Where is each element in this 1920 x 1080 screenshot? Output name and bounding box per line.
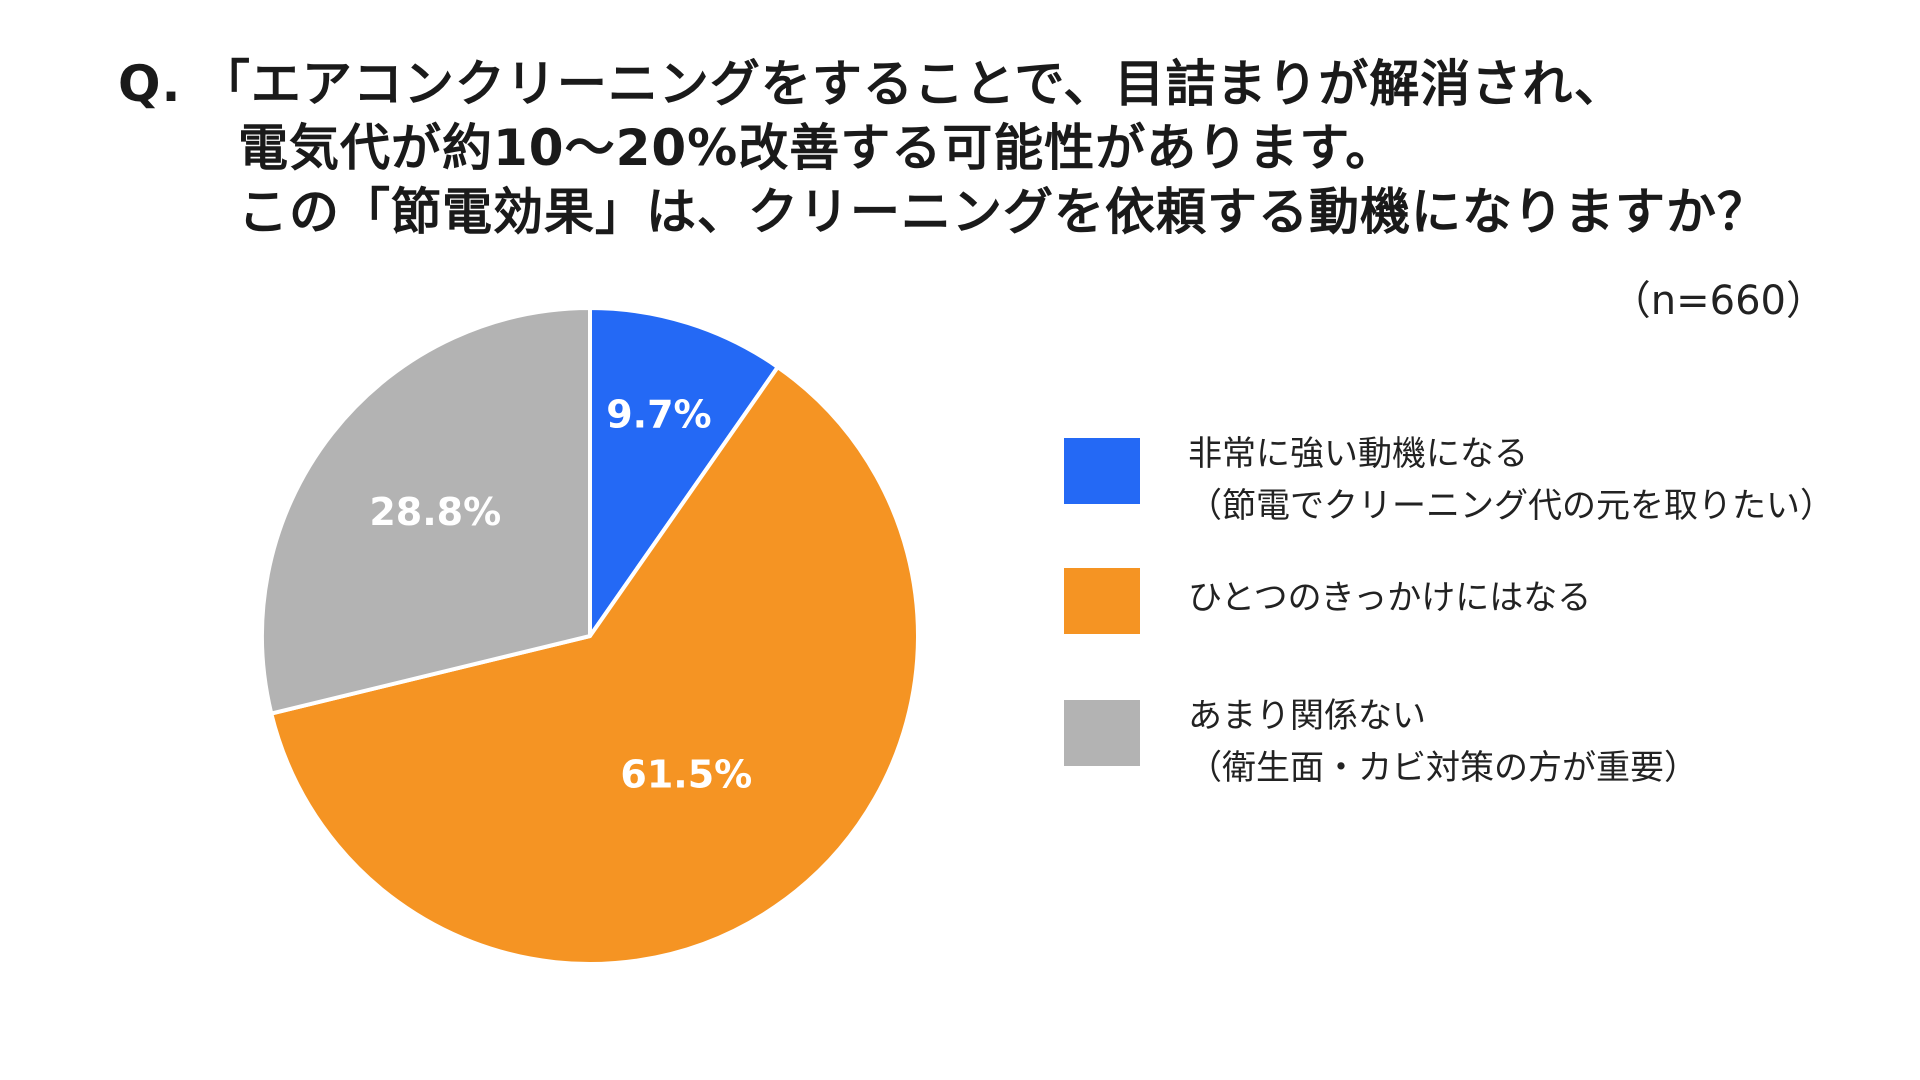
sample-size-label: （n=660） (1610, 278, 1826, 324)
legend-label-line1: ひとつのきっかけにはなる (1188, 578, 1592, 618)
pie-slice-value-label-3: 28.8% (369, 490, 501, 534)
title-line-1: Q. 「エアコンクリーニングをすることで、目詰まりが解消され、 (118, 55, 1625, 113)
legend-swatch-1 (1064, 438, 1140, 504)
legend-swatch-2 (1064, 568, 1140, 634)
legend-label-line2: （衛生面・カビ対策の方が重要） (1188, 748, 1698, 788)
legend-label-line2: （節電でクリーニング代の元を取りたい） (1188, 486, 1834, 526)
legend-swatch-3 (1064, 700, 1140, 766)
legend-label-line1: あまり関係ない (1188, 696, 1426, 736)
legend-label-2: ひとつのきっかけにはなる (1188, 572, 1591, 624)
legend-item-1: 非常に強い動機になる （節電でクリーニング代の元を取りたい） (1064, 434, 1904, 532)
legend-item-3: あまり関係ない （衛生面・カビ対策の方が重要） (1064, 696, 1904, 794)
chart-title: Q. 「エアコンクリーニングをすることで、目詰まりが解消され、 電気代が約10～… (118, 52, 1838, 244)
pie-slice-3 (260, 306, 592, 716)
pie-slice-1 (588, 306, 780, 638)
pie-slice-value-label-1: 9.7% (606, 392, 711, 436)
title-line-3: この「節電効果」は、クリーニングを依頼する動機になりますか？ (238, 183, 1768, 241)
pie-slice-value-label-2: 61.5% (620, 752, 752, 796)
legend-label-line1: 非常に強い動機になる (1188, 434, 1528, 474)
legend-label-1: 非常に強い動機になる （節電でクリーニング代の元を取りたい） (1188, 428, 1834, 532)
title-line-2: 電気代が約10～20%改善する可能性があります。 (238, 119, 1397, 177)
pie-slice-2 (269, 365, 920, 966)
legend-item-2: ひとつのきっかけにはなる (1064, 568, 1904, 634)
legend-label-3: あまり関係ない （衛生面・カビ対策の方が重要） (1188, 690, 1698, 794)
